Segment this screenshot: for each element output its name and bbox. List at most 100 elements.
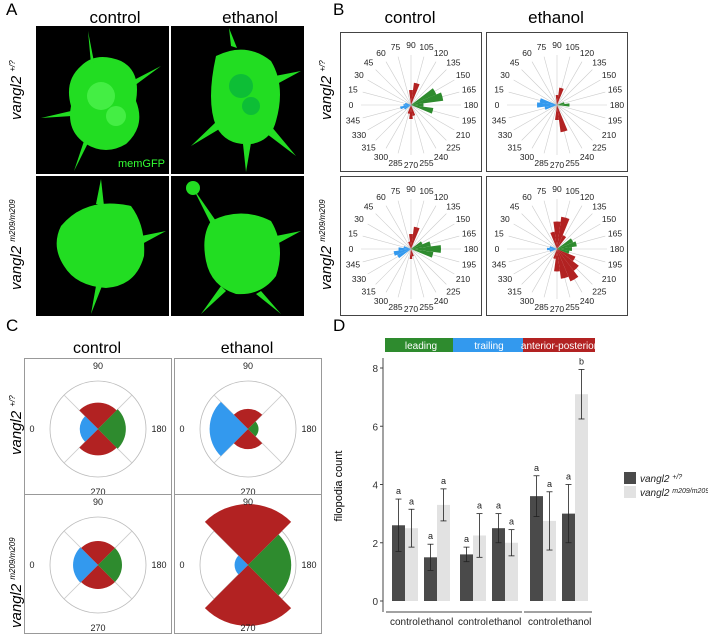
rose-sector	[411, 88, 437, 105]
legend-swatch	[624, 472, 636, 484]
rose-sector	[411, 92, 444, 105]
polar-angle-label: 180	[151, 560, 166, 570]
facet-strip	[453, 338, 525, 352]
rose-sector	[409, 249, 413, 259]
rose-angle-label: 30	[354, 214, 364, 224]
rose-angle-label: 240	[434, 152, 448, 162]
y-tick-label: 8	[372, 364, 378, 375]
b-col-title-ethanol: ethanol	[528, 8, 584, 27]
rose-sector	[557, 235, 567, 249]
polar-angle-label: 270	[90, 623, 105, 633]
rose-angle-label: 255	[419, 302, 433, 312]
rose-spoke	[410, 104, 447, 141]
rose-sector	[557, 87, 564, 105]
rose-sector	[393, 249, 411, 256]
rose-sector	[411, 241, 431, 249]
rose-sector	[539, 98, 557, 105]
legend-swatch	[624, 486, 636, 498]
rose-angle-label: 30	[500, 214, 510, 224]
rose-sector	[397, 249, 411, 259]
rose-angle-label: 105	[565, 42, 579, 52]
rose-sector	[557, 249, 579, 271]
rose-angle-label: 210	[456, 274, 470, 284]
rose-sector	[405, 102, 411, 105]
rose-spoke	[556, 91, 606, 106]
rose-sector	[553, 221, 561, 249]
polar-plot-wt-control: 90 270 0 180	[24, 358, 172, 498]
rose-plot-wt-ethanol: 0 15 30 45 60 75 90 105 120 135 150 165 180 195 210 225…	[486, 32, 628, 172]
rose-spoke	[521, 213, 558, 250]
rose-sector	[557, 249, 579, 282]
rose-spoke	[410, 248, 447, 285]
rose-sector	[409, 234, 413, 249]
rose-angle-label: 240	[580, 152, 594, 162]
rose-angle-label: 285	[534, 158, 548, 168]
rose-sector	[554, 249, 560, 272]
significance-label: a	[534, 463, 539, 473]
rose-sector	[549, 246, 557, 249]
rose-angle-label: 180	[610, 100, 624, 110]
rose-angle-label: 210	[602, 274, 616, 284]
rose-angle-label: 240	[580, 296, 594, 306]
bar	[543, 520, 556, 601]
rose-spoke	[410, 213, 447, 250]
rose-angle-label: 345	[346, 260, 360, 270]
polar-angle-label: 0	[179, 424, 184, 434]
significance-label: a	[496, 501, 501, 511]
rose-sector	[549, 249, 557, 252]
rose-angle-label: 60	[522, 192, 532, 202]
rose-sector	[550, 231, 557, 249]
rose-sector	[404, 105, 411, 110]
rose-sector	[557, 103, 570, 107]
bar	[505, 542, 518, 601]
polar-angle-label: 180	[301, 424, 316, 434]
rose-spoke	[375, 104, 412, 141]
rose-plot-mut-control: 0 15 30 45 60 75 90 105 120 135 150 165 180 195 210 225…	[340, 176, 482, 316]
polar-sector-trailing	[209, 401, 248, 457]
rose-angle-label: 75	[537, 186, 547, 196]
rose-sector	[557, 249, 569, 279]
bar	[562, 513, 575, 601]
rose-sector	[557, 247, 572, 251]
rose-angle-label: 165	[462, 85, 476, 95]
rose-spoke	[556, 104, 583, 149]
y-tick-label: 0	[372, 597, 378, 608]
polar-plot-wt-ethanol: 90 270 0 180	[174, 358, 322, 498]
facet-label: leading	[405, 341, 437, 352]
rose-angle-label: 330	[352, 274, 366, 284]
rose-angle-label: 45	[364, 58, 374, 68]
rose-spoke	[362, 235, 412, 250]
rose-plot-mut-ethanol: 0 15 30 45 60 75 90 105 120 135 150 165 180 195 210 225…	[486, 176, 628, 316]
rose-angle-label: 105	[419, 186, 433, 196]
memgfp-label: memGFP	[117, 158, 165, 170]
polar-sector-trailing	[79, 416, 98, 442]
rose-angle-label: 15	[348, 85, 358, 95]
rose-sector	[557, 102, 565, 105]
rose-spoke	[410, 205, 437, 250]
rose-spoke	[513, 248, 558, 275]
panel-label-a: A	[6, 0, 18, 19]
rose-spoke	[543, 56, 558, 106]
rose-spoke	[513, 104, 558, 131]
panel-label-d: D	[333, 316, 346, 335]
rose-angle-label: 195	[462, 260, 476, 270]
rose-spoke	[367, 79, 412, 106]
polar-sector-anterior	[233, 408, 263, 429]
micrograph-mut-control	[36, 176, 169, 316]
rose-angle-label: 285	[388, 158, 402, 168]
rose-angle-label: 315	[362, 286, 376, 296]
rose-spoke	[521, 69, 558, 106]
polar-angle-label: 90	[243, 497, 253, 507]
rose-sector	[409, 90, 413, 105]
rose-spoke	[556, 104, 593, 141]
rose-angle-label: 285	[534, 302, 548, 312]
rose-spoke	[521, 248, 558, 285]
polar-sector-anterior	[81, 541, 115, 565]
legend-label: vangl2 +/?	[640, 474, 682, 485]
rose-sector	[411, 249, 434, 258]
polar-angle-label: 0	[29, 560, 34, 570]
rose-plot-wt-control: 0 15 30 45 60 75 90 105 120 135 150 165 180 195 210 225…	[340, 32, 482, 172]
significance-label: a	[464, 534, 469, 544]
rose-sector	[544, 105, 557, 110]
rose-angle-label: 315	[508, 286, 522, 296]
